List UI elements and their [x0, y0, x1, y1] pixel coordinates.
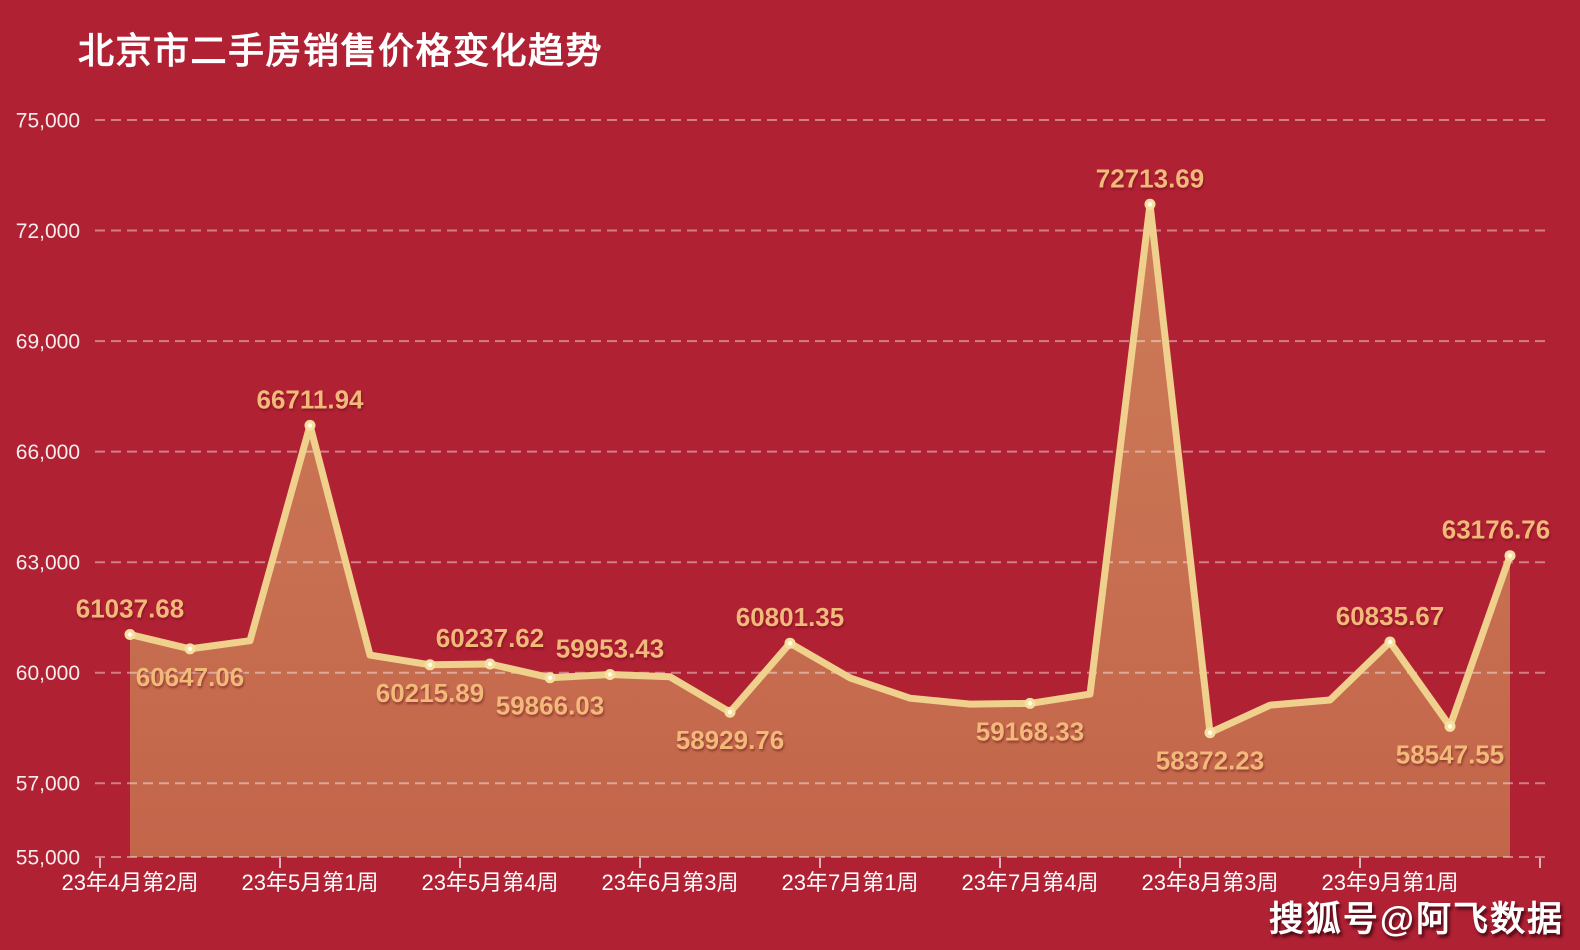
y-axis-label: 63,000: [16, 552, 80, 575]
y-axis-label: 55,000: [16, 846, 80, 869]
data-point-markers: [124, 198, 1516, 739]
data-value-label: 58372.23: [1156, 746, 1264, 776]
data-point-marker-center: [1027, 701, 1033, 706]
x-axis-label: 23年4月第2周: [62, 870, 199, 895]
x-axis-label: 23年9月第1周: [1322, 870, 1459, 895]
y-axis-label: 57,000: [16, 773, 80, 796]
data-value-label: 72713.69: [1096, 163, 1204, 193]
data-point-marker-center: [787, 641, 793, 646]
series-area: [130, 204, 1510, 858]
data-value-label: 59953.43: [556, 634, 664, 664]
data-point-marker-center: [607, 672, 613, 677]
data-point-marker-center: [427, 662, 433, 667]
x-axis-labels: 23年4月第2周 23年5月第1周 23年5月第4周 23年6月第3周 23年7月第1周…: [62, 870, 1459, 895]
data-value-label: 58547.55: [1396, 739, 1504, 769]
x-axis-label: 23年6月第3周: [602, 870, 739, 895]
chart-title: 北京市二手房销售价格变化趋势: [78, 30, 604, 71]
watermark-text: 搜狐号@阿飞数据: [1268, 900, 1564, 939]
data-point-marker-center: [1147, 202, 1153, 207]
data-value-label: 60801.35: [736, 602, 844, 632]
x-axis-label: 23年8月第3周: [1142, 870, 1279, 895]
x-axis-label: 23年7月第4周: [962, 870, 1099, 895]
y-axis-label: 60,000: [16, 662, 80, 685]
data-point-marker-center: [307, 423, 313, 428]
y-axis-label: 66,000: [16, 441, 80, 464]
data-value-label: 63176.76: [1442, 515, 1550, 545]
data-value-label: 60215.89: [376, 678, 484, 708]
gridlines: [95, 119, 1548, 858]
data-value-labels: 61037.68 60647.06 66711.94 60215.89 60237.62…: [76, 163, 1550, 775]
y-axis-label: 72,000: [16, 220, 80, 243]
x-axis-label: 23年5月第4周: [422, 870, 559, 895]
data-value-label: 58929.76: [676, 725, 784, 755]
data-point-marker-center: [1387, 639, 1393, 645]
data-value-label: 66711.94: [256, 384, 364, 414]
series-line: [126, 200, 1514, 737]
data-point-marker-center: [547, 675, 553, 680]
data-point-marker-center: [1207, 730, 1213, 735]
data-value-label: 59866.03: [496, 691, 604, 721]
x-axis-label: 23年7月第1周: [782, 870, 919, 895]
data-value-label: 59168.33: [976, 716, 1084, 746]
data-point-marker-center: [1507, 553, 1513, 558]
data-point-marker-center: [127, 632, 133, 637]
x-axis-label: 23年5月第1周: [242, 870, 379, 895]
data-value-label: 60835.67: [1336, 601, 1444, 631]
x-axis-ticks: [99, 858, 1541, 868]
y-axis-labels: 55,000 57,000 60,000 63,000 66,000 69,000 72,0…: [16, 109, 80, 869]
data-point-marker-center: [487, 661, 493, 667]
y-axis-label: 75,000: [16, 109, 80, 132]
data-value-label: 60647.06: [136, 662, 244, 692]
data-value-label: 61037.68: [76, 594, 184, 624]
data-point-marker-center: [727, 710, 733, 715]
data-point-marker-center: [1447, 724, 1453, 729]
y-axis-label: 69,000: [16, 330, 80, 353]
data-point-marker-center: [187, 646, 193, 652]
data-value-label: 60237.62: [436, 623, 544, 653]
